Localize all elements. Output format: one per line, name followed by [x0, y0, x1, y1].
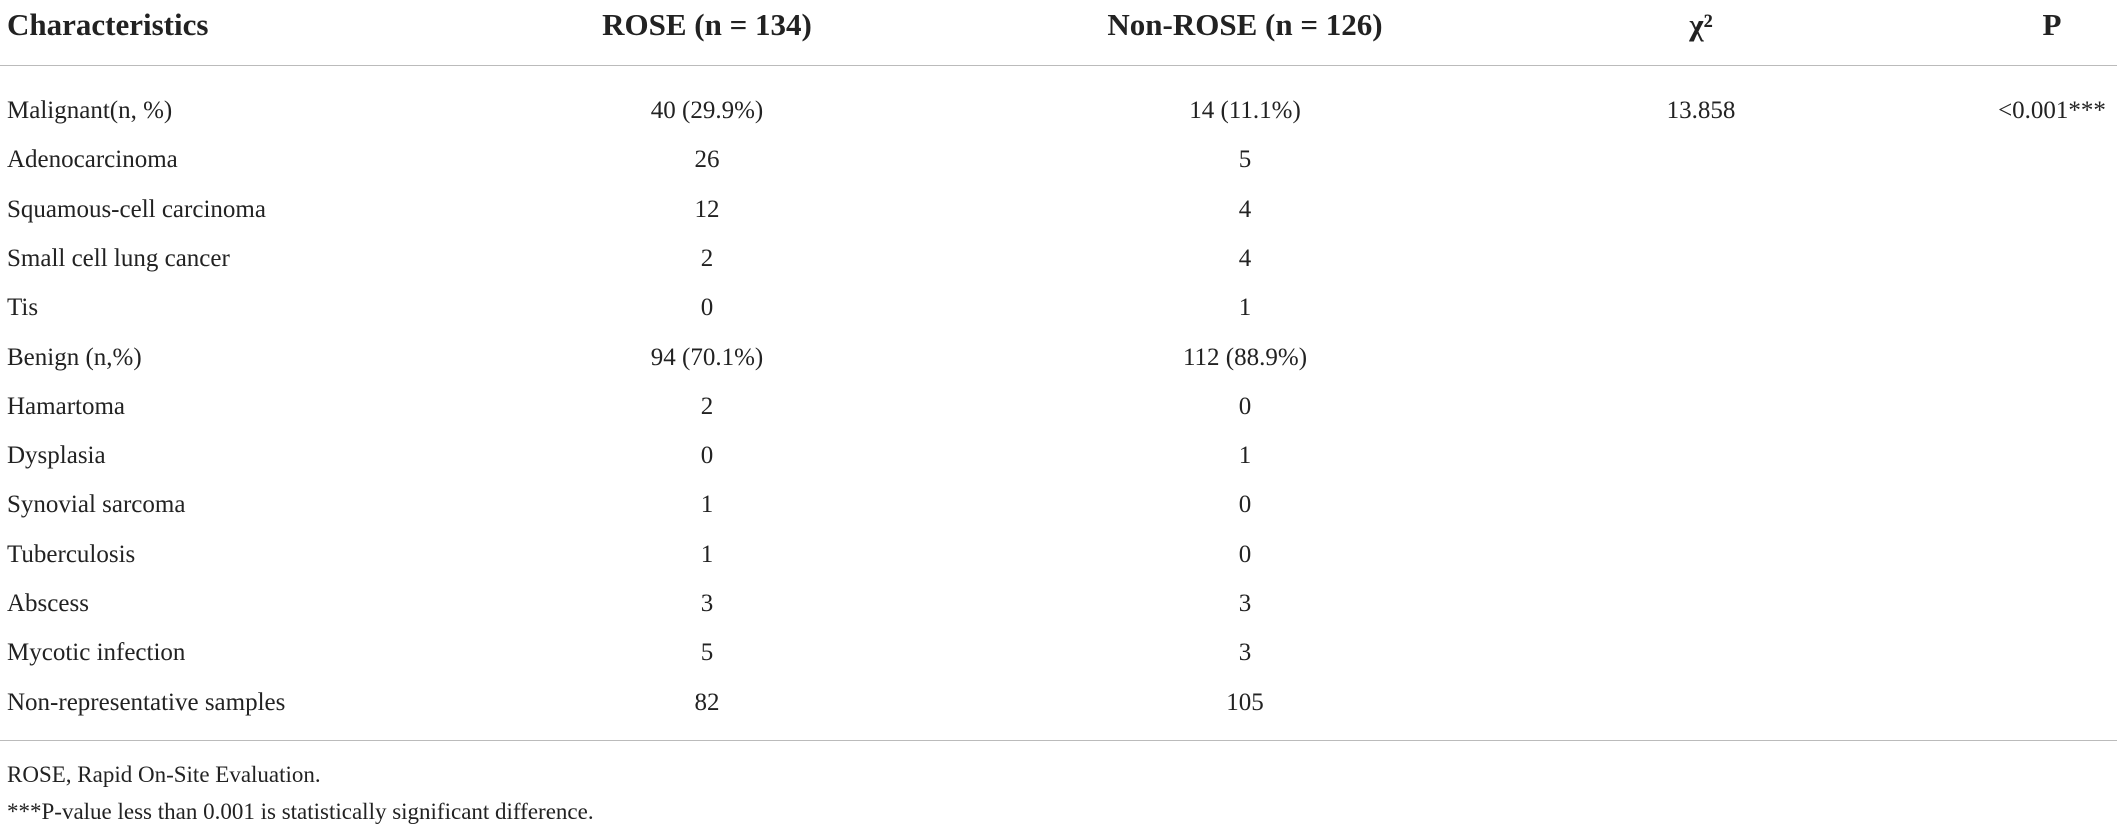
table-cell: 4 [1238, 195, 1252, 223]
row-label: Squamous-cell carcinoma [7, 195, 266, 223]
table-cell: 1 [1238, 442, 1252, 470]
row-label: Small cell lung cancer [7, 244, 230, 272]
row-label: Benign (n,%) [7, 343, 142, 371]
table-cell: 2 [700, 244, 714, 272]
column-header: Characteristics [7, 7, 209, 42]
row-label: Abscess [7, 590, 89, 617]
column-header: χ² [1689, 7, 1713, 42]
table-cell: 2 [700, 392, 714, 420]
table-cell: 3 [700, 590, 714, 617]
table-cell: <0.001*** [1998, 97, 2106, 124]
table-cell: 13.858 [1666, 97, 1736, 124]
table-cell: 0 [700, 442, 714, 470]
row-label: Adenocarcinoma [7, 146, 178, 174]
table-cell: 5 [1238, 146, 1252, 174]
table-cell: 1 [1238, 294, 1252, 322]
row-label: Non-representative samples [7, 688, 286, 716]
row-label: Tuberculosis [7, 540, 136, 568]
table-cell: 40 (29.9%) [650, 97, 764, 124]
table-cell: 26 [694, 146, 720, 174]
row-label: Mycotic infection [7, 639, 186, 667]
row-label: Malignant(n, %) [7, 97, 173, 124]
footnote: ROSE, Rapid On-Site Evaluation. [7, 762, 321, 787]
column-header: ROSE (n = 134) [602, 7, 812, 42]
row-label: Dysplasia [7, 442, 106, 470]
table-cell: 5 [700, 639, 714, 667]
column-header: P [2042, 7, 2062, 42]
row-label: Tis [7, 294, 39, 322]
table-cell: 3 [1238, 590, 1252, 617]
table-cell: 0 [1238, 540, 1252, 568]
table-cell: 0 [1238, 491, 1252, 519]
row-label: Synovial sarcoma [7, 491, 186, 519]
column-header: Non-ROSE (n = 126) [1107, 7, 1383, 42]
table-cell: 105 [1226, 688, 1264, 716]
table-cell: 112 (88.9%) [1182, 343, 1308, 371]
table-cell: 12 [694, 195, 720, 223]
table-cell: 82 [694, 688, 720, 716]
footnote: ***P-value less than 0.001 is statistica… [7, 799, 594, 824]
table-cell: 3 [1238, 639, 1252, 667]
table-cell: 0 [1238, 392, 1252, 420]
header-rule [0, 65, 2117, 66]
table-cell: 94 (70.1%) [650, 343, 764, 371]
table-cell: 14 (11.1%) [1189, 97, 1301, 124]
table-cell: 1 [700, 540, 714, 568]
table-cell: 0 [700, 294, 714, 322]
table-cell: 4 [1238, 244, 1252, 272]
bottom-rule [0, 740, 2117, 741]
row-label: Hamartoma [7, 392, 126, 420]
table-cell: 1 [700, 491, 714, 519]
